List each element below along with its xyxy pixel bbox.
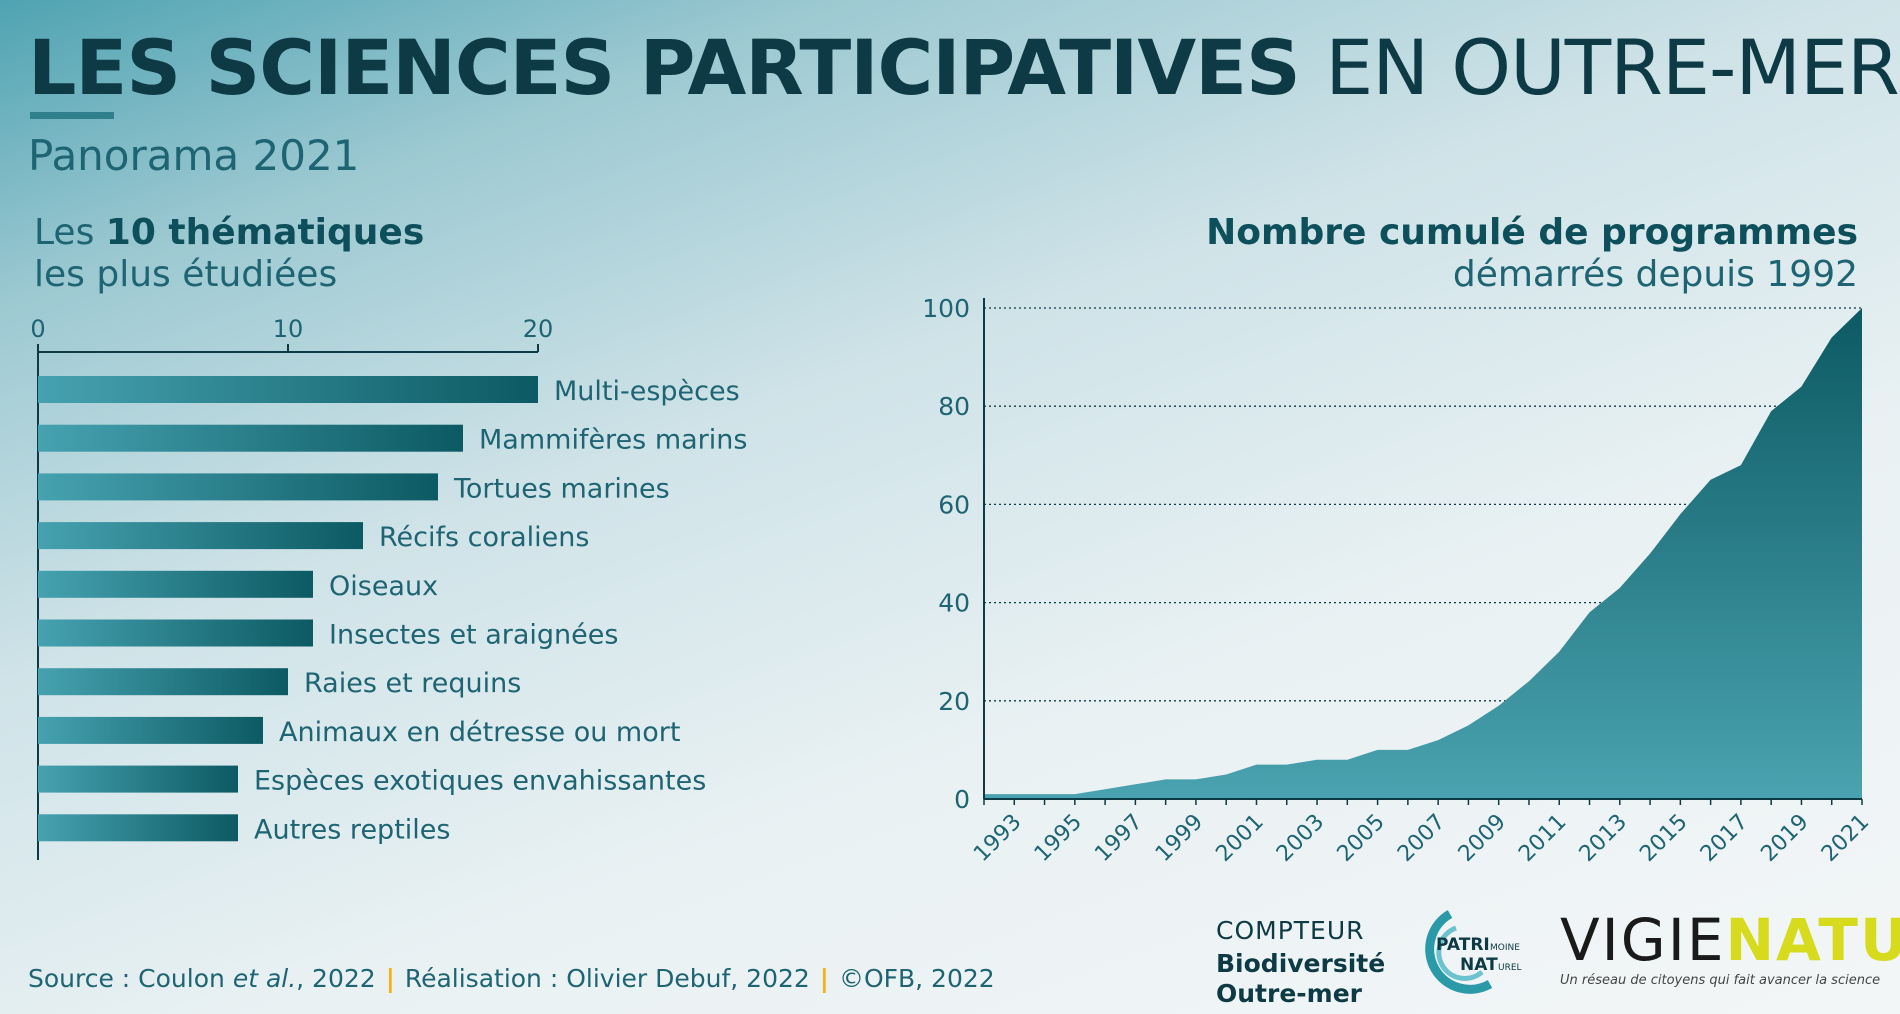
title-light-part: EN OUTRE-MER	[1325, 23, 1900, 112]
page-subtitle: Panorama 2021	[28, 131, 360, 180]
compteur-biodiversite-logo: COMPTEUR Biodiversité Outre-mer	[1216, 916, 1386, 1009]
bar	[38, 765, 238, 793]
area-x-tick-label: 2017	[1696, 810, 1753, 867]
bar	[38, 376, 538, 403]
bar-category-label: Espèces exotiques envahissantes	[254, 766, 706, 797]
bar	[38, 424, 463, 452]
area-x-tick-label: 1995	[1030, 810, 1087, 867]
area-x-tick-label: 2007	[1393, 810, 1450, 867]
compteur-logo-line3: Outre-mer	[1216, 979, 1362, 1008]
area-y-tick-label: 60	[938, 490, 970, 519]
footer-separator: |	[819, 964, 829, 993]
area-chart-title: Nombre cumulé de programmes démarrés dep…	[1206, 212, 1858, 296]
bar-category-label: Insectes et araignées	[329, 620, 618, 651]
bar-chart-title-line2: les plus étudiées	[34, 254, 338, 295]
patrimoine-logo-part1: PATRI	[1436, 935, 1490, 955]
area-chart-title-bold: Nombre cumulé de programmes	[1206, 212, 1858, 253]
bar-chart-title-bold: 10 thématiques	[105, 212, 425, 253]
area-y-tick-label: 40	[938, 589, 970, 618]
area-x-tick-label: 2003	[1272, 810, 1329, 867]
bar	[38, 619, 313, 647]
vigie-logo-tagline: Un réseau de citoyens qui fait avancer l…	[1560, 973, 1881, 988]
bar-category-label: Mammifères marins	[479, 425, 747, 456]
area-x-tick-label: 1997	[1090, 810, 1147, 867]
area-series	[984, 308, 1862, 799]
bar-chart-title-prefix: Les	[34, 212, 106, 253]
area-x-tick-label: 1993	[969, 810, 1026, 867]
patrimoine-logo-part3: NAT	[1460, 955, 1498, 975]
bar-x-tick-label: 20	[523, 315, 554, 343]
bar-chart-title: Les 10 thématiques les plus étudiées	[34, 212, 424, 296]
footer-separator: |	[385, 964, 395, 993]
area-y-tick-label: 100	[922, 294, 970, 323]
area-x-tick-label: 2009	[1454, 810, 1511, 867]
footer-copyright: ©OFB, 2022	[838, 964, 995, 993]
bar-x-tick-label: 0	[30, 315, 45, 343]
footer-realisation: Réalisation : Olivier Debuf, 2022	[404, 964, 810, 993]
area-x-tick-label: 2001	[1211, 810, 1268, 867]
patrimoine-logo-part2: MOINE	[1490, 943, 1520, 953]
area-x-tick-label: 2021	[1817, 810, 1874, 867]
bar-category-label: Récifs coraliens	[379, 522, 589, 553]
area-chart-title-line2: démarrés depuis 1992	[1452, 254, 1858, 295]
bar-category-label: Raies et requins	[304, 668, 521, 699]
bar-category-label: Animaux en détresse ou mort	[279, 717, 680, 748]
bar-category-label: Tortues marines	[453, 473, 670, 504]
bar-category-label: Multi-espèces	[554, 376, 740, 407]
area-x-tick-label: 2015	[1635, 810, 1692, 867]
footer-source-suffix: , 2022	[296, 964, 376, 993]
bar	[38, 473, 438, 501]
bar-x-tick-label: 10	[273, 315, 304, 343]
patrimoine-logo-part4: UREL	[1498, 963, 1522, 973]
area-y-tick-label: 20	[938, 687, 970, 716]
area-x-tick-label: 2019	[1756, 810, 1813, 867]
area-x-tick-label: 2005	[1333, 810, 1390, 867]
compteur-logo-line1: COMPTEUR	[1216, 916, 1365, 945]
vigie-nature-logo: VIGIENATURE Un réseau de citoyens qui fa…	[1560, 906, 1900, 990]
title-bold-part: LES SCIENCES PARTICIPATIVES	[28, 23, 1301, 112]
title-underline	[30, 112, 114, 119]
area-y-tick-label: 0	[954, 785, 970, 814]
compteur-logo-line2: Biodiversité	[1216, 949, 1386, 978]
bar-category-label: Autres reptiles	[254, 814, 450, 845]
area-x-tick-label: 2013	[1575, 810, 1632, 867]
area-y-tick-label: 80	[938, 392, 970, 421]
area-x-tick-label: 2011	[1514, 810, 1571, 867]
bar	[38, 814, 238, 842]
footer-credits: Source : Coulon et al., 2022 | Réalisation…	[28, 962, 995, 996]
footer-source-prefix: Source : Coulon	[28, 964, 233, 993]
page-title: LES SCIENCES PARTICIPATIVES EN OUTRE-MER	[28, 23, 1900, 112]
bar	[38, 716, 263, 744]
patrimoine-swirl-icon	[1425, 910, 1493, 994]
patrimoine-inner-swirl-icon	[1436, 925, 1484, 981]
footer-source-italic: et al.	[232, 964, 297, 993]
vigie-logo-part1: VIGIE	[1560, 906, 1726, 974]
bar	[38, 522, 363, 550]
bar-category-label: Oiseaux	[329, 571, 438, 602]
bar	[38, 570, 313, 598]
area-x-tick-label: 1999	[1151, 810, 1208, 867]
patrimoine-naturel-logo: PATRI MOINE NAT UREL	[1425, 910, 1522, 994]
bar	[38, 668, 288, 696]
